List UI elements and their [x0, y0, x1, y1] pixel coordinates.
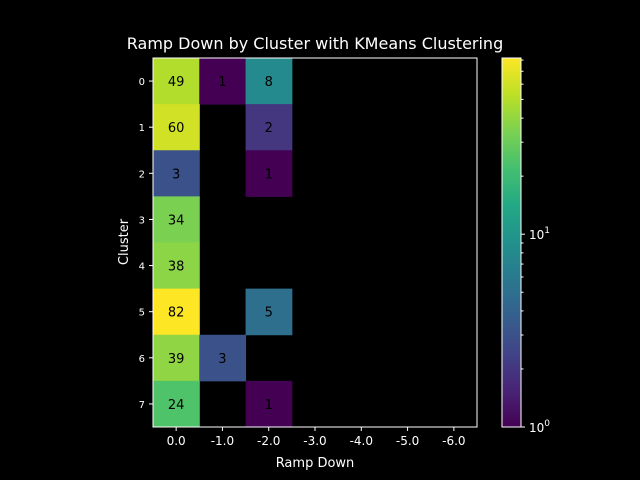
y-tick-label: 5 [139, 308, 145, 319]
cell-value-label: 1 [265, 167, 273, 182]
heatmap-cell [245, 58, 293, 105]
cell-value-label: 8 [265, 75, 273, 90]
cell-value-label: 39 [168, 352, 185, 367]
cell-value-label: 24 [168, 398, 185, 413]
x-tick-label: -4.0 [350, 434, 373, 448]
cell-value-label: 60 [168, 121, 185, 136]
heatmap-cell-labels: 49 1 8 60 2 3 1 34 38 82 5 39 3 24 1 [168, 75, 273, 413]
heatmap-cell [153, 242, 200, 290]
heatmap-cell [245, 104, 293, 151]
colorbar-ticks: 100 101 [521, 59, 550, 435]
x-axis-ticks: 0.0 -1.0 -2.0 -3.0 -4.0 -5.0 -6.0 [167, 427, 466, 448]
y-axis-ticks: 0 1 2 3 4 5 6 7 [139, 77, 153, 411]
colorbar: 100 101 [501, 57, 550, 435]
plot-area: 49 1 8 60 2 3 1 34 38 82 5 39 3 24 1 [152, 57, 478, 428]
cell-value-label: 1 [218, 75, 226, 90]
heatmap-cell [153, 150, 200, 197]
cell-value-label: 82 [168, 306, 185, 321]
heatmap-cell [153, 196, 200, 243]
y-tick-label: 2 [139, 169, 145, 180]
cell-value-label: 38 [168, 260, 185, 275]
heatmap-cells [153, 58, 293, 428]
cell-value-label: 1 [265, 398, 273, 413]
y-tick-label: 1 [139, 123, 145, 134]
chart-title: Ramp Down by Cluster with KMeans Cluster… [127, 34, 503, 53]
colorbar-tick-label: 100 [529, 419, 550, 435]
heatmap-cell [153, 104, 200, 151]
colorbar-tick-label: 101 [529, 226, 550, 242]
x-tick-label: -5.0 [396, 434, 419, 448]
cell-value-label: 34 [168, 213, 185, 228]
heatmap-cell [153, 334, 200, 382]
x-tick-label: -1.0 [211, 434, 234, 448]
cell-value-label: 3 [172, 167, 180, 182]
x-tick-label: -3.0 [303, 434, 326, 448]
heatmap-cell [153, 288, 200, 336]
x-tick-label: -2.0 [257, 434, 280, 448]
cell-value-label: 5 [265, 306, 273, 321]
heatmap-cell [153, 380, 200, 428]
x-tick-label: -6.0 [442, 434, 465, 448]
y-tick-label: 6 [139, 354, 145, 365]
x-tick-label: 0.0 [167, 434, 186, 448]
cell-value-label: 3 [218, 352, 226, 367]
heatmap-cell [245, 288, 293, 336]
cell-value-label: 49 [168, 75, 185, 90]
x-axis-label: Ramp Down [276, 456, 355, 471]
y-tick-label: 7 [139, 400, 145, 411]
y-tick-label: 0 [139, 77, 145, 88]
y-axis-label: Cluster [117, 218, 132, 265]
cell-value-label: 2 [265, 121, 273, 136]
y-tick-label: 4 [139, 262, 145, 273]
heatmap-cell [199, 58, 247, 105]
y-tick-label: 3 [139, 215, 145, 226]
heatmap-cell [245, 380, 293, 428]
heatmap-cell [245, 150, 293, 197]
heatmap-cell [199, 334, 247, 382]
colorbar-gradient [501, 57, 522, 428]
heatmap-cell [153, 58, 200, 105]
